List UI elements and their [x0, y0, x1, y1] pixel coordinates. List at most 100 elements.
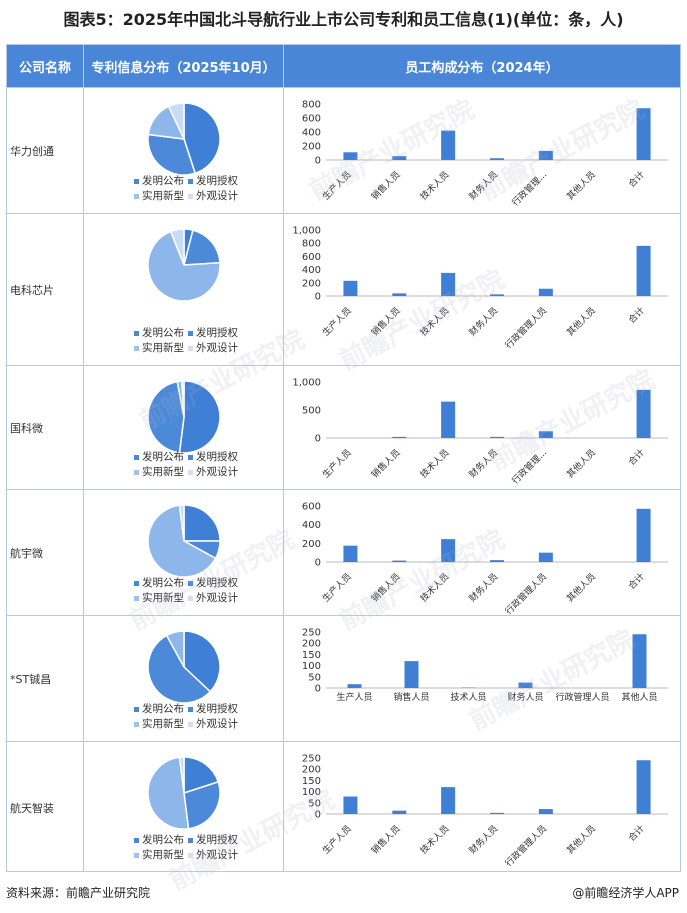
legend-label: 实用新型	[142, 466, 184, 478]
x-tick-label: 合计	[626, 304, 647, 325]
legend-item: 发明公布	[134, 702, 184, 717]
bar	[490, 436, 504, 438]
y-tick-label: 500	[302, 406, 321, 417]
legend-label: 发明授权	[196, 175, 238, 187]
legend-item: 发明授权	[188, 326, 238, 341]
x-tick-label: 财务人员	[466, 168, 500, 202]
legend-marker	[134, 580, 139, 586]
bar	[518, 682, 533, 688]
legend-item: 发明授权	[188, 833, 238, 848]
legend-marker	[188, 580, 193, 586]
legend-label: 发明授权	[196, 834, 238, 846]
patent-pie-cell: 发明公布 发明授权 实用新型 外观设计	[84, 88, 283, 214]
x-tick-label: 行政管理人员	[502, 304, 549, 351]
x-tick-label: 行政管理...	[509, 168, 549, 208]
x-tick-label: 行政管理人员	[502, 822, 549, 869]
bar	[441, 272, 456, 296]
x-tick-label: 生产人员	[320, 304, 354, 338]
legend-label: 发明公布	[142, 834, 184, 846]
x-tick-label: 财务人员	[466, 822, 500, 856]
legend-label: 实用新型	[142, 342, 184, 354]
x-tick-label: 合计	[626, 446, 647, 467]
y-tick-label: 800	[302, 239, 321, 250]
bar	[538, 809, 553, 814]
legend-item: 外观设计	[188, 189, 238, 204]
bar	[636, 108, 651, 160]
bar	[343, 545, 358, 562]
pie-legend: 发明公布 发明授权 实用新型 外观设计	[134, 833, 242, 863]
x-tick-label: 销售人员	[369, 304, 403, 338]
bar	[343, 280, 358, 296]
y-tick-label: 0	[315, 156, 321, 167]
x-tick-label: 合计	[626, 168, 647, 189]
x-tick-label: 技术人员	[417, 446, 451, 480]
legend-marker	[188, 595, 193, 601]
x-tick-label: 技术人员	[417, 304, 451, 338]
x-tick-label: 技术人员	[450, 691, 486, 703]
legend-marker	[134, 193, 139, 199]
legend-label: 实用新型	[142, 592, 184, 604]
pie-slice	[180, 380, 185, 418]
x-tick-label: 财务人员	[466, 570, 500, 604]
legend-label: 发明授权	[196, 703, 238, 715]
x-tick-label: 其他人员	[564, 570, 598, 604]
pie-slice	[165, 630, 185, 668]
x-tick-label: 销售人员	[393, 691, 429, 703]
pie-legend: 发明公布 发明授权 实用新型 外观设计	[134, 326, 242, 356]
staff-bar-cell: 0 200 400 600 生产人员 销售人员 技术人员 财务人员 行政管理人员 其他人员 合计	[284, 490, 680, 617]
x-tick-label: 行政管理人员	[502, 570, 549, 616]
legend-marker	[134, 706, 139, 712]
legend-marker	[134, 721, 139, 727]
legend-marker	[134, 330, 139, 336]
patent-pie-chart	[147, 228, 221, 302]
legend-item: 外观设计	[188, 717, 238, 732]
y-tick-label: 150	[302, 776, 321, 787]
pie-slice	[169, 228, 185, 266]
pie-slice	[147, 133, 197, 176]
data-table: 公司名称 专利信息分布（2025年10月） 员工构成分布（2024年） 华力创通…	[6, 44, 681, 872]
bar	[343, 796, 358, 814]
patent-pie-cell: 发明公布 发明授权 实用新型 外观设计	[84, 214, 283, 366]
pie-slice	[178, 504, 185, 542]
patent-pie-chart	[147, 102, 221, 176]
legend-label: 实用新型	[142, 849, 184, 861]
column-divider	[83, 45, 84, 871]
y-tick-label: 600	[302, 502, 321, 513]
legend-item: 发明授权	[188, 450, 238, 465]
legend-marker	[134, 595, 139, 601]
company-name: *ST铖昌	[10, 673, 52, 686]
pie-slice	[147, 504, 217, 578]
bar	[404, 661, 419, 688]
y-tick-label: 0	[315, 810, 321, 821]
bar	[347, 684, 362, 688]
legend-label: 发明公布	[142, 577, 184, 589]
legend-marker	[188, 721, 193, 727]
staff-bar-chart: 0 200 400 600 800 1,000 生产人员 销售人员 技术人员 财务人员 行政管理人员…	[292, 226, 668, 351]
pie-legend: 发明公布 发明授权 实用新型 外观设计	[134, 174, 242, 204]
y-tick-label: 1,000	[292, 226, 321, 237]
legend-label: 发明授权	[196, 577, 238, 589]
header-staff: 员工构成分布（2024年）	[284, 45, 680, 87]
x-tick-label: 其他人员	[564, 168, 598, 202]
legend-item: 外观设计	[188, 848, 238, 863]
legend-item: 发明公布	[134, 174, 184, 189]
legend-item: 实用新型	[134, 591, 184, 606]
x-tick-label: 行政管理...	[509, 446, 549, 486]
x-tick-label: 销售人员	[369, 822, 403, 856]
y-tick-label: 200	[302, 639, 321, 650]
pie-slice	[147, 380, 185, 454]
page-title: 图表5：2025年中国北斗导航行业上市公司专利和员工信息(1)(单位：条，人)	[63, 10, 624, 29]
staff-bar-cell: 0 500 1,000 生产人员 销售人员 技术人员 财务人员 行政管理... 其他人员 合计	[284, 366, 680, 490]
y-tick-label: 200	[302, 539, 321, 550]
legend-label: 发明公布	[142, 175, 184, 187]
y-tick-label: 50	[308, 798, 321, 809]
pie-slice	[178, 380, 221, 454]
legend-label: 外观设计	[196, 342, 238, 354]
y-tick-label: 100	[302, 787, 321, 798]
legend-item: 发明授权	[188, 576, 238, 591]
legend-marker	[134, 837, 139, 843]
bar	[392, 436, 407, 438]
x-tick-label: 生产人员	[320, 570, 354, 604]
